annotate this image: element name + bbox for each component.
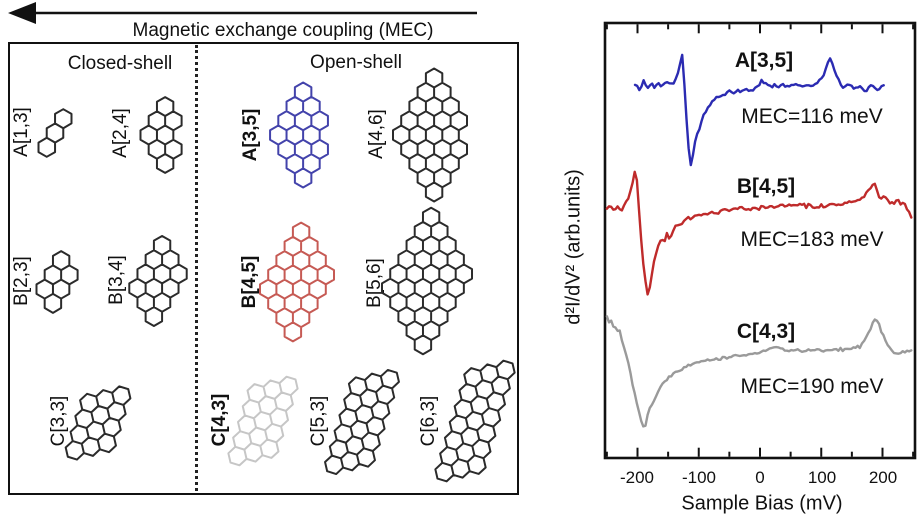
spectrum-curve-A[3,5] — [633, 53, 885, 167]
molecule-structure-C[4,3] — [212, 372, 315, 470]
molecule-panel — [8, 42, 519, 495]
x-tick-label: -200 — [619, 468, 655, 487]
shell-divider — [195, 45, 198, 491]
molecule-structure-C[3,3] — [52, 381, 144, 464]
x-tick-label: 200 — [868, 468, 898, 487]
series-name-B45: B[4,5] — [736, 175, 796, 198]
molecule-structure-A[3,5] — [268, 80, 331, 190]
molecule-structure-A[2,4] — [138, 95, 184, 176]
molecule-structure-C[5,3] — [305, 365, 419, 479]
x-tick-label: 100 — [807, 468, 837, 487]
series-mec-B45: MEC=183 meV — [740, 228, 884, 251]
molecule-structure-B[2,3] — [34, 249, 80, 316]
molecule-structure-B[4,5] — [258, 220, 337, 344]
x-tick-label: 0 — [755, 468, 765, 487]
open-shell-header: Open-shell — [310, 52, 402, 73]
spectrum-curve-B[4,5] — [605, 170, 913, 296]
series-mec-A35: MEC=116 meV — [741, 105, 883, 128]
y-axis-label: d²I/dV² (arb.units) — [562, 169, 585, 325]
chart-frame — [603, 21, 917, 460]
molecule-structure-A[4,6] — [391, 66, 470, 204]
series-name-A35: A[3,5] — [734, 49, 794, 72]
series-name-C43: C[4,3] — [736, 320, 796, 343]
mec-arrow-icon — [8, 2, 477, 24]
mec-arrow-label: Magnetic exchange coupling (MEC) — [132, 20, 434, 41]
spectrum-curve-C[4,3] — [605, 315, 913, 428]
molecule-structure-A[1,3] — [36, 107, 74, 160]
closed-shell-header: Closed-shell — [67, 53, 173, 74]
series-mec-C43: MEC=190 meV — [740, 375, 884, 398]
x-axis-label: Sample Bias (mV) — [681, 492, 843, 515]
molecule-structure-B[5,6] — [380, 205, 475, 357]
x-tick-label: -100 — [681, 468, 717, 487]
molecule-structure-C[6,3] — [412, 356, 538, 487]
molecule-structure-B[3,4] — [127, 234, 190, 329]
